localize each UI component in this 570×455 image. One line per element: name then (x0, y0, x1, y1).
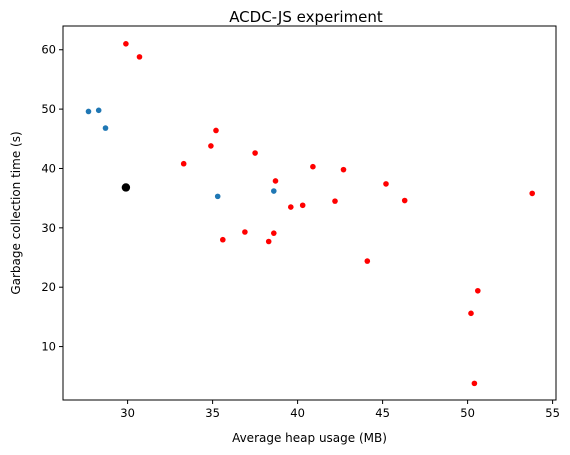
y-tick-label: 40 (41, 161, 56, 175)
data-point (85, 108, 92, 115)
x-tick-label: 40 (290, 406, 305, 420)
data-point (383, 181, 389, 187)
data-point (123, 41, 129, 47)
data-point (265, 238, 272, 245)
data-point (475, 287, 481, 294)
data-point (401, 197, 408, 204)
y-tick-label: 20 (41, 280, 56, 294)
data-point (214, 193, 221, 200)
x-tick-label: 30 (120, 406, 135, 420)
x-tick-label: 50 (460, 406, 475, 420)
data-points (85, 41, 535, 387)
y-tick-label: 50 (41, 102, 56, 116)
data-point (529, 190, 535, 197)
x-tick-label: 35 (205, 406, 220, 420)
chart-title: ACDC-JS experiment (229, 8, 383, 26)
data-point (252, 150, 258, 156)
data-point (102, 125, 109, 131)
data-point (220, 236, 226, 243)
data-point (332, 198, 338, 204)
data-point (213, 127, 219, 134)
x-tick-label: 55 (545, 406, 560, 420)
data-point (468, 310, 474, 317)
data-point (121, 183, 131, 192)
data-point (471, 380, 478, 387)
data-point (299, 202, 306, 209)
data-point (364, 258, 371, 264)
x-tick-label: 45 (375, 406, 390, 420)
data-point (208, 143, 214, 149)
y-axis-label: Garbage collection time (s) (9, 131, 23, 294)
y-tick-label: 10 (41, 340, 56, 354)
y-tick-label: 30 (41, 221, 56, 235)
axis-ticks: 30 35 40 45 50 55 10 20 30 40 50 60 (41, 43, 560, 420)
data-point (136, 54, 143, 60)
data-point (310, 163, 316, 170)
data-point (288, 204, 294, 210)
y-tick-label: 60 (41, 43, 56, 57)
data-point (95, 107, 102, 114)
plot-frame (62, 25, 557, 401)
data-point (242, 229, 248, 235)
data-point (271, 188, 277, 194)
data-point (340, 166, 347, 173)
data-point (271, 230, 277, 236)
x-axis-label: Average heap usage (MB) (232, 431, 387, 445)
data-point (180, 160, 187, 167)
data-point (272, 178, 279, 184)
